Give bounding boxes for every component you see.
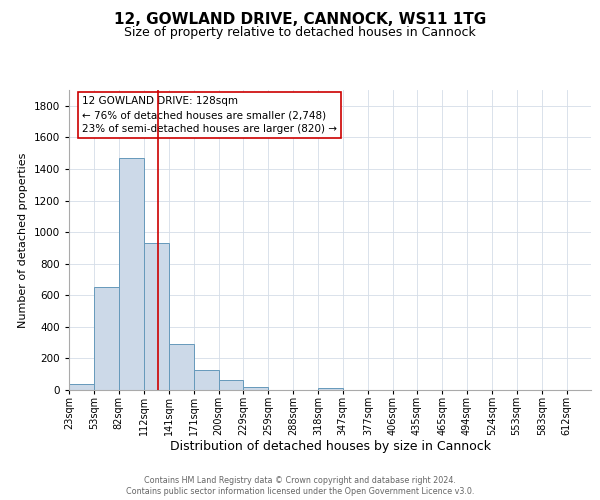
Bar: [243, 387, 268, 390]
X-axis label: Distribution of detached houses by size in Cannock: Distribution of detached houses by size …: [170, 440, 491, 454]
Bar: [119, 158, 144, 390]
Bar: [318, 388, 343, 390]
Bar: [169, 344, 194, 390]
Text: 12 GOWLAND DRIVE: 128sqm
← 76% of detached houses are smaller (2,748)
23% of sem: 12 GOWLAND DRIVE: 128sqm ← 76% of detach…: [82, 96, 337, 134]
Bar: [94, 288, 119, 390]
Bar: [218, 380, 243, 390]
Bar: [69, 384, 94, 390]
Text: Contains public sector information licensed under the Open Government Licence v3: Contains public sector information licen…: [126, 488, 474, 496]
Text: Contains HM Land Registry data © Crown copyright and database right 2024.: Contains HM Land Registry data © Crown c…: [144, 476, 456, 485]
Text: 12, GOWLAND DRIVE, CANNOCK, WS11 1TG: 12, GOWLAND DRIVE, CANNOCK, WS11 1TG: [114, 12, 486, 28]
Text: Size of property relative to detached houses in Cannock: Size of property relative to detached ho…: [124, 26, 476, 39]
Bar: [194, 370, 218, 390]
Y-axis label: Number of detached properties: Number of detached properties: [18, 152, 28, 328]
Bar: [144, 243, 169, 390]
